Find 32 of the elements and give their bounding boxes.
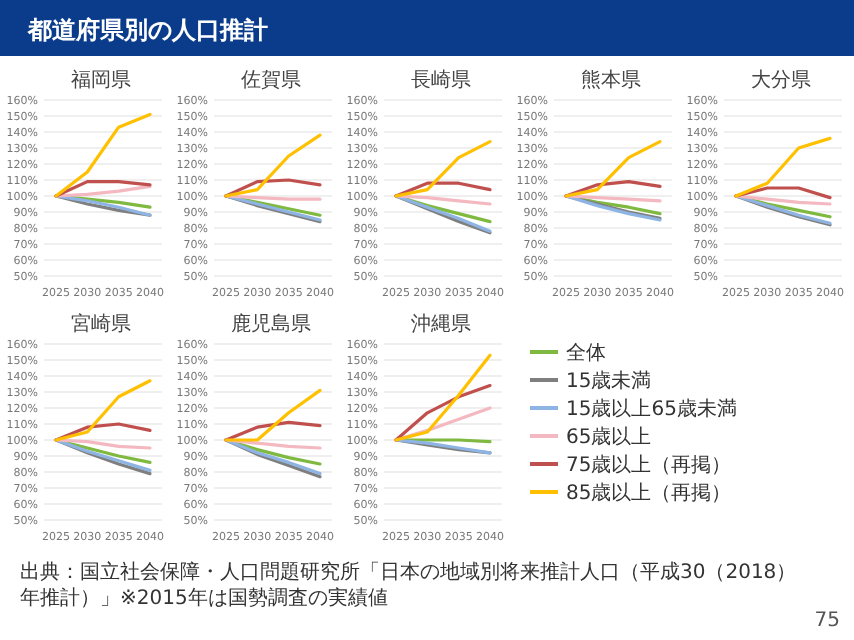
line-series bbox=[54, 422, 152, 442]
chart-title: 福岡県 bbox=[71, 68, 131, 92]
line-series bbox=[224, 420, 322, 442]
line-series bbox=[394, 140, 492, 198]
line-series bbox=[224, 133, 322, 198]
legend-label: 65歳以上 bbox=[566, 425, 652, 449]
chart-title: 熊本県 bbox=[581, 68, 641, 92]
chart-title: 沖縄県 bbox=[411, 312, 471, 336]
text: 都道府県別の人口推計 bbox=[26, 16, 268, 44]
chart-title: 大分県 bbox=[751, 68, 811, 92]
chart-title: 宮崎県 bbox=[71, 312, 131, 336]
legend-label: 75歳以上（再掲） bbox=[566, 453, 732, 477]
line-series bbox=[734, 136, 832, 198]
line-series bbox=[564, 180, 662, 198]
chart-title: 長崎県 bbox=[411, 68, 471, 92]
chart-title: 佐賀県 bbox=[241, 68, 301, 92]
line-series bbox=[394, 438, 492, 455]
line-series bbox=[394, 353, 492, 442]
line-series bbox=[54, 379, 152, 442]
legend-label: 15歳以上65歳未満 bbox=[566, 397, 737, 421]
line-series bbox=[54, 112, 152, 198]
line-series bbox=[394, 406, 492, 442]
legend-label: 15歳未満 bbox=[566, 369, 652, 393]
chart-title: 鹿児島県 bbox=[231, 312, 311, 336]
line-series bbox=[394, 384, 492, 442]
text: 75 bbox=[814, 610, 840, 632]
line-series bbox=[564, 140, 662, 198]
line-series bbox=[224, 178, 322, 198]
legend-label: 85歳以上（再掲） bbox=[566, 481, 732, 505]
legend-label: 全体 bbox=[566, 341, 606, 365]
line-series bbox=[54, 194, 152, 217]
source-note: 出典：国立社会保障・人口問題研究所「日本の地域別将来推計人口（平成30（2018）年推計）」※2015年は国勢調査の実績値 bbox=[20, 560, 797, 610]
